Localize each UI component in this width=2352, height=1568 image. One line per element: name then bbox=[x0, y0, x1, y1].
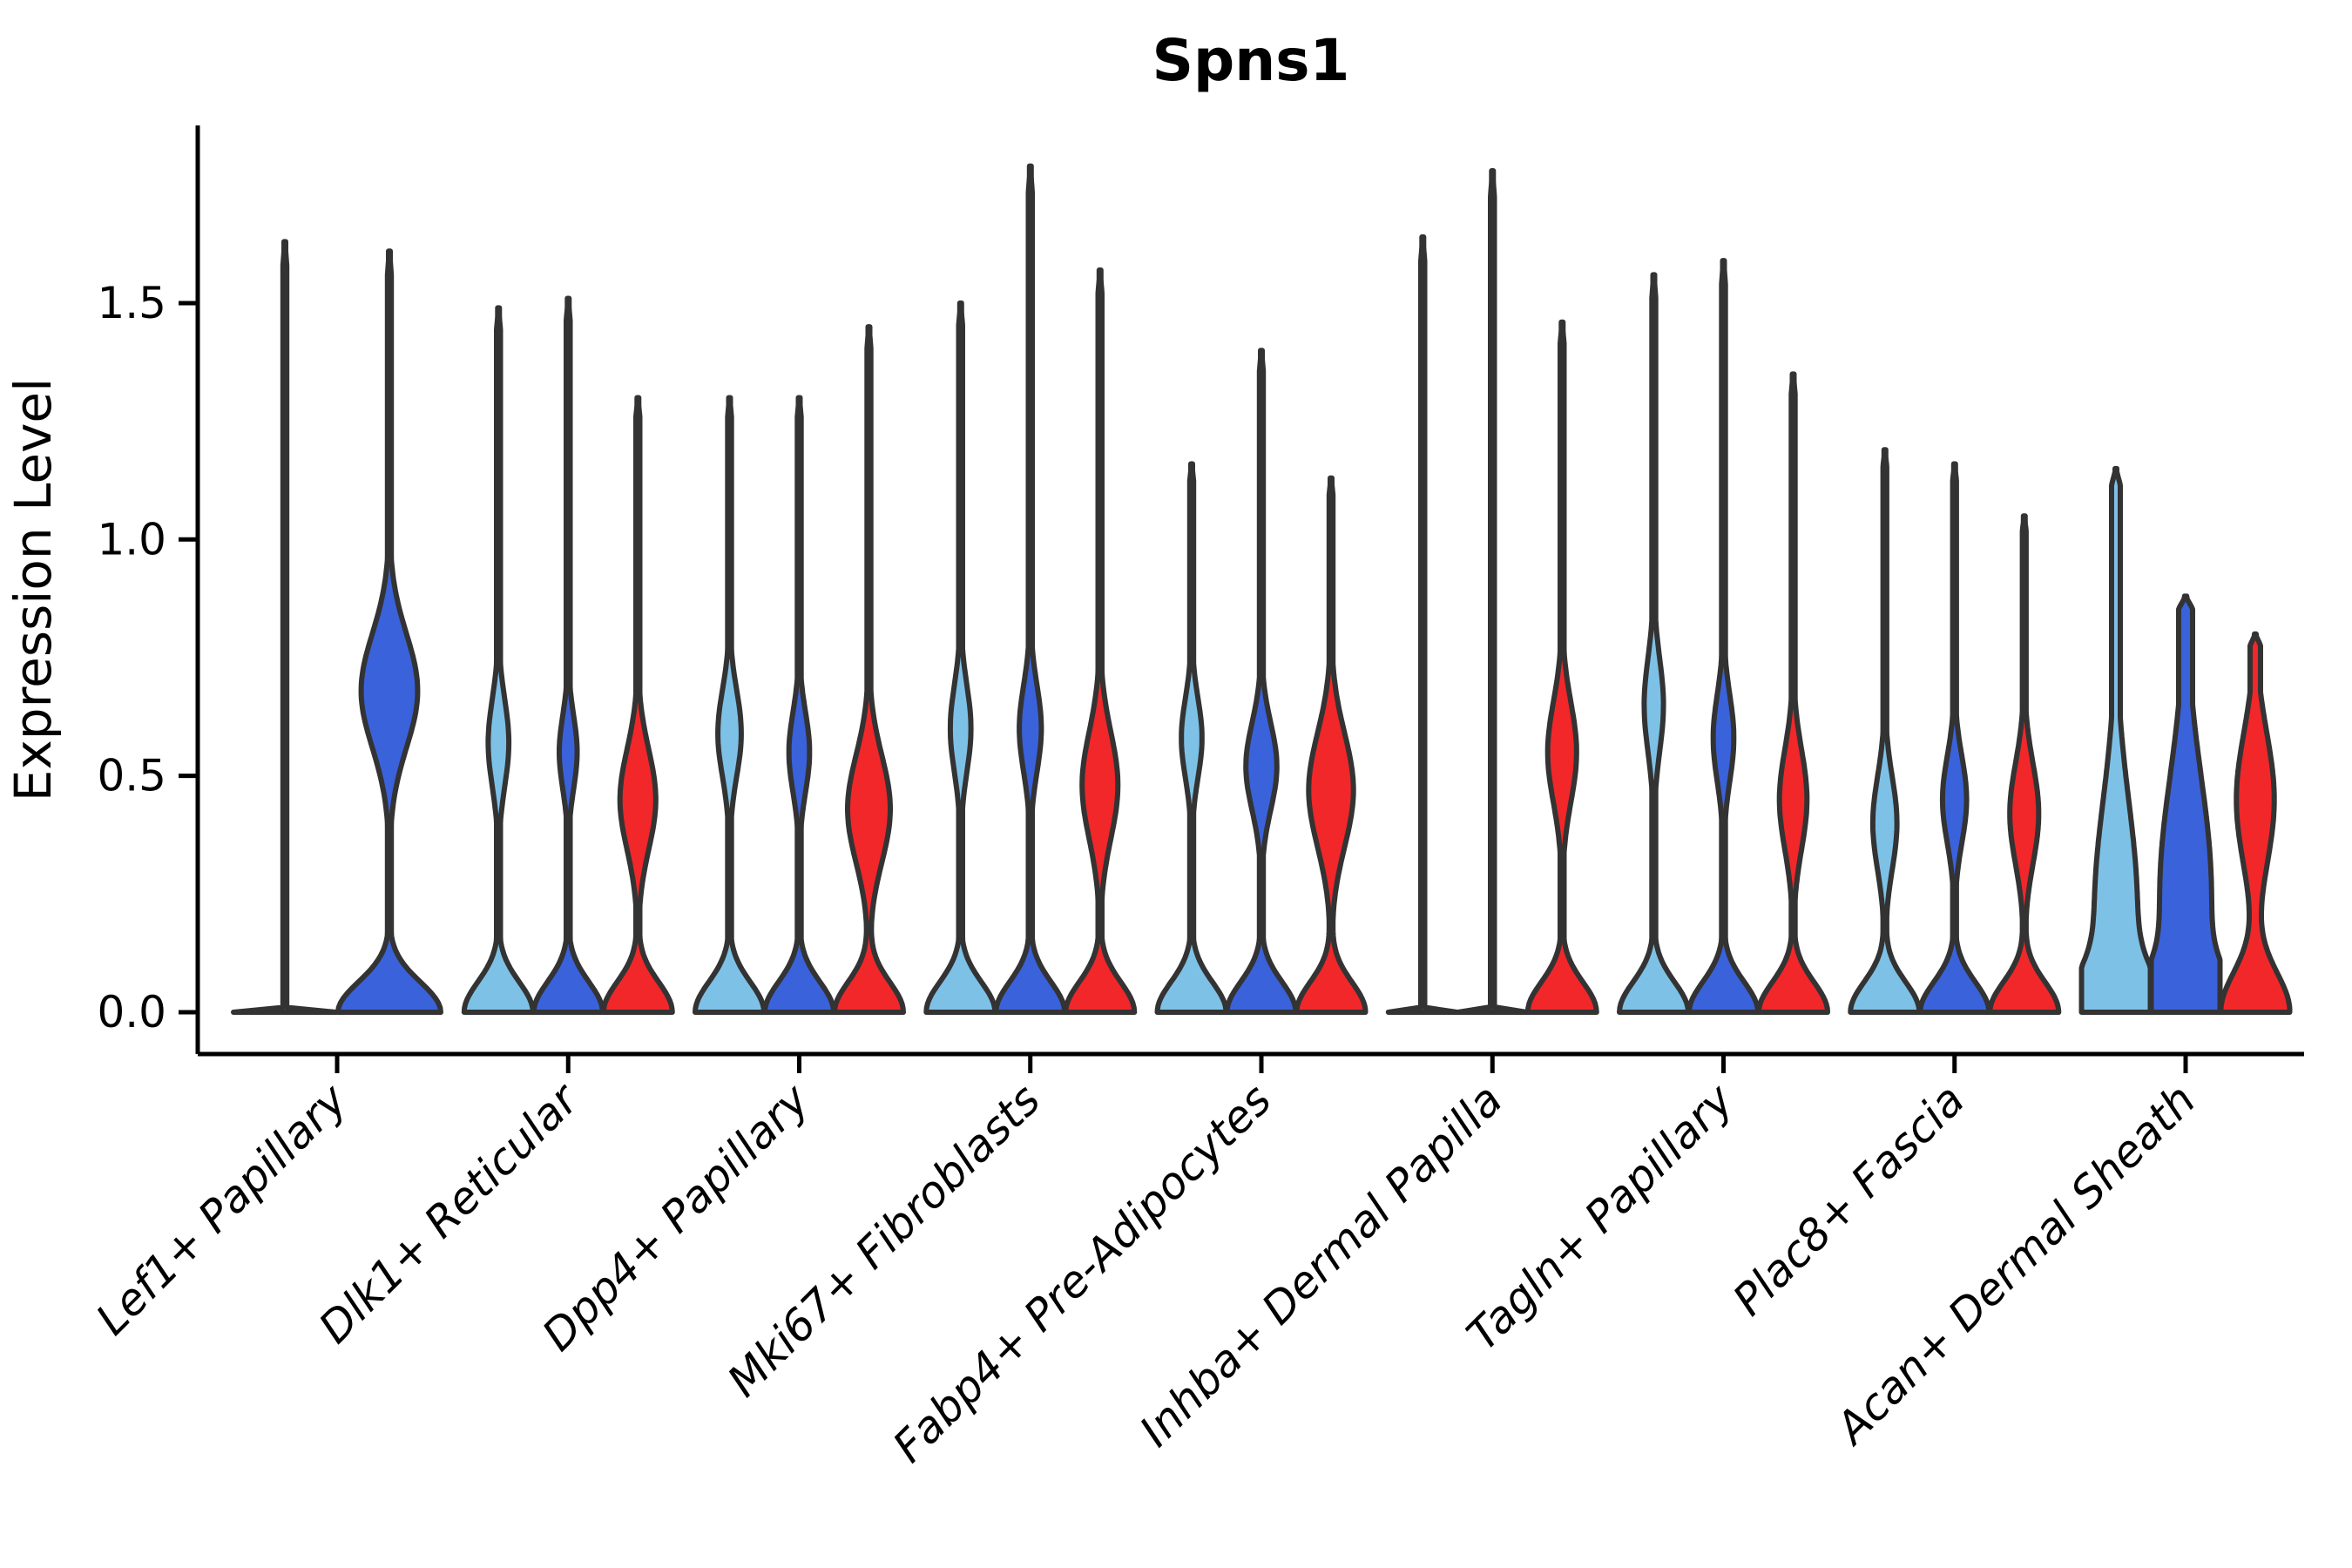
violin-mki67-fibroblasts-blue bbox=[993, 163, 1068, 1015]
violin-acan-dermal-sheath-lightblue bbox=[2078, 465, 2153, 1015]
violin-mki67-fibroblasts-red bbox=[1063, 267, 1138, 1015]
violin-tagln-papillary-red bbox=[1756, 371, 1830, 1015]
violins-layer bbox=[231, 163, 2293, 1015]
violin-fabp4-pre-adipocytes-blue bbox=[1224, 348, 1299, 1015]
violin-tagln-papillary-lightblue bbox=[1617, 272, 1691, 1015]
violin-dpp4-papillary-blue bbox=[762, 395, 836, 1015]
violin-lef1-papillary-blue bbox=[335, 248, 443, 1015]
violin-tagln-papillary-blue bbox=[1686, 258, 1761, 1015]
violin-acan-dermal-sheath-blue bbox=[2148, 593, 2223, 1015]
chart-title: Spns1 bbox=[1152, 27, 1350, 94]
violin-inhba-dermal-papilla-blue bbox=[1455, 168, 1530, 1015]
x-label-fabp4-pre-adipocytes: Fabp4+ Pre-Adipocytes bbox=[883, 1074, 1281, 1472]
violin-plac8-fascia-blue bbox=[1917, 461, 1992, 1015]
violin-plac8-fascia-red bbox=[1987, 513, 2062, 1015]
y-tick-label-1.0: 1.0 bbox=[97, 514, 166, 564]
violin-dlk1-reticular-red bbox=[600, 395, 675, 1015]
y-axis-label: Expression Level bbox=[3, 378, 63, 801]
y-tick-label-0.5: 0.5 bbox=[97, 751, 166, 801]
violin-dlk1-reticular-lightblue bbox=[461, 305, 536, 1015]
violin-mki67-fibroblasts-lightblue bbox=[923, 300, 998, 1015]
x-label-lef1-papillary: Lef1+ Papillary bbox=[86, 1073, 357, 1344]
violin-fabp4-pre-adipocytes-red bbox=[1294, 475, 1369, 1015]
violin-dlk1-reticular-blue bbox=[531, 295, 605, 1015]
violin-inhba-dermal-papilla-lightblue bbox=[1385, 234, 1460, 1015]
violin-acan-dermal-sheath-red bbox=[2218, 631, 2293, 1015]
violin-lef1-papillary-lightblue bbox=[231, 239, 339, 1015]
violin-dpp4-papillary-lightblue bbox=[693, 395, 767, 1015]
x-label-plac8-fascia: Plac8+ Fascia bbox=[1723, 1074, 1974, 1325]
violin-fabp4-pre-adipocytes-lightblue bbox=[1154, 461, 1229, 1015]
violin-inhba-dermal-papilla-red bbox=[1524, 319, 1599, 1015]
violin-plac8-fascia-lightblue bbox=[1848, 447, 1923, 1015]
y-tick-label-0.0: 0.0 bbox=[97, 987, 166, 1037]
violin-dpp4-papillary-red bbox=[832, 324, 906, 1015]
y-tick-label-1.5: 1.5 bbox=[97, 278, 166, 328]
